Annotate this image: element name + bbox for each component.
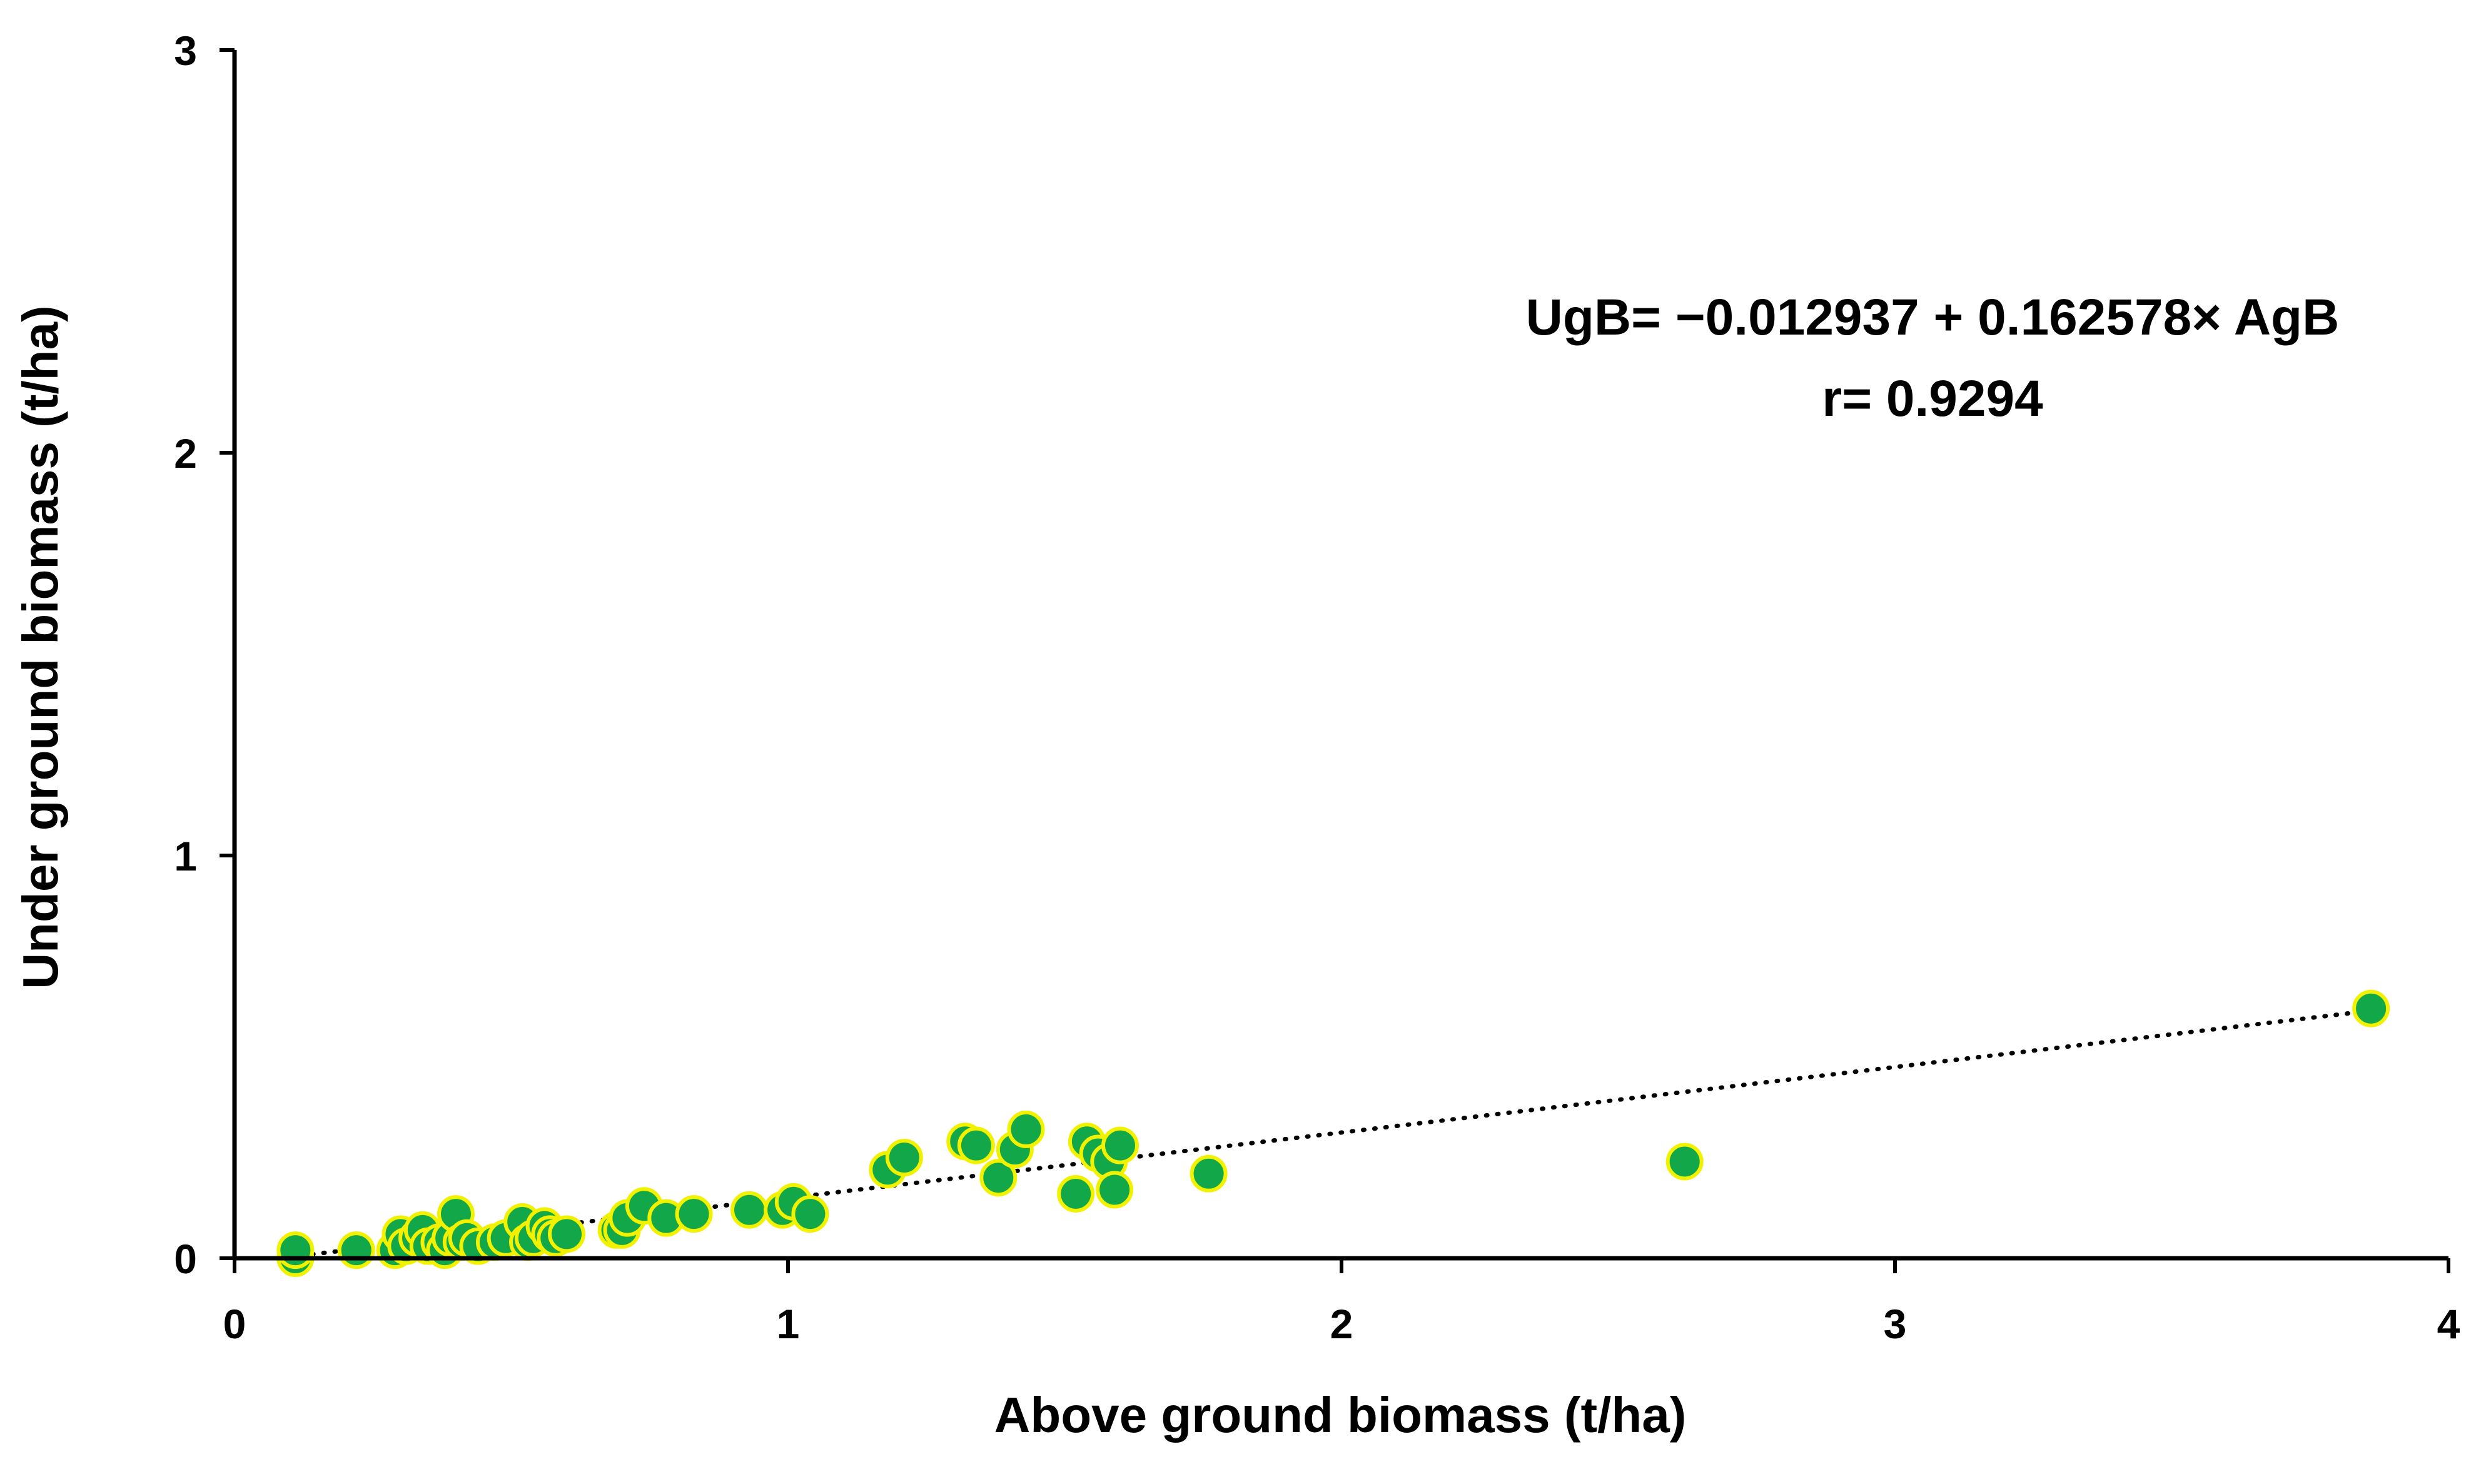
axes-layer [232,50,2448,1261]
x-tick-label: 1 [777,1301,800,1347]
data-point [1007,1110,1045,1148]
y-tick-label: 1 [174,833,197,879]
data-point [337,1231,375,1269]
data-point [1057,1174,1095,1213]
x-axis-title: Above ground biomass (t/ha) [994,1387,1687,1443]
x-tick-label: 3 [1884,1301,1907,1347]
x-tick-label: 2 [1330,1301,1353,1347]
data-point [548,1215,585,1253]
data-point [1101,1126,1139,1164]
data-point [957,1126,995,1164]
data-points-layer [276,989,2390,1277]
regression-equation-label: UgB= −0.012937 + 0.162578× AgB [1526,289,2340,346]
data-point [675,1195,713,1233]
data-point [979,1159,1018,1197]
data-point [1190,1154,1228,1193]
correlation-r-label: r= 0.9294 [1822,370,2043,427]
data-point [2352,989,2390,1027]
data-point [885,1139,923,1176]
y-tick-label: 3 [174,28,197,74]
data-point [1665,1143,1704,1181]
y-tick-label: 2 [174,430,197,477]
data-point [276,1231,315,1269]
y-axis-title: Under ground biomass (t/ha) [13,305,68,989]
ticks-layer: 0 1 2 3 4 0 1 2 3 [174,28,2460,1347]
y-tick-label: 0 [174,1236,197,1282]
data-point [730,1191,769,1229]
data-point [791,1195,829,1233]
x-tick-label: 4 [2437,1301,2460,1347]
x-tick-label: 0 [223,1301,246,1347]
data-point [1096,1171,1134,1209]
